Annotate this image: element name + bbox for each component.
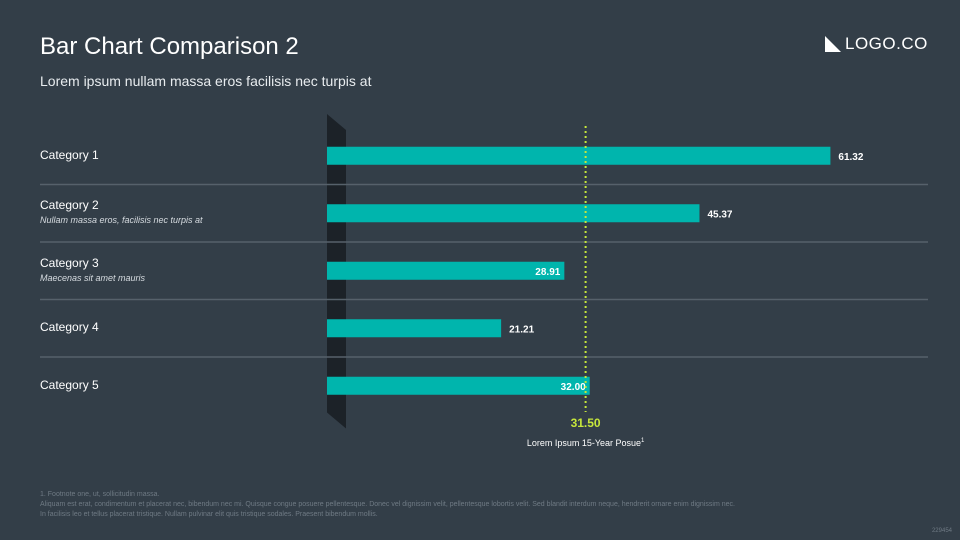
category-label: Category 2 Nullam massa eros, facilisis n… (40, 198, 203, 225)
page-subtitle: Lorem ipsum nullam massa eros facilisis … (40, 73, 372, 89)
bar-value-label: 61.32 (838, 152, 863, 163)
category-label: Category 1 (40, 148, 99, 162)
category-description: Nullam massa eros, facilisis nec turpis … (40, 215, 203, 226)
logo: LOGO.CO (824, 34, 928, 54)
page-number: 229454 (931, 528, 952, 534)
bar (327, 319, 502, 338)
footnote: 1. Footnote one, ut, sollicitudin massa.… (40, 490, 920, 520)
category-name: Category 4 (40, 320, 99, 335)
reference-footnote-marker: 1 (641, 438, 645, 444)
bar-value-label: 32.00 (561, 382, 586, 393)
category-description: Maecenas sit amet mauris (40, 272, 146, 283)
category-name: Category 5 (40, 377, 99, 392)
footnote-line-2: Aliquam est erat, condimentum et placera… (40, 501, 735, 508)
category-label: Category 5 (40, 378, 99, 392)
category-label: Category 4 (40, 320, 99, 334)
reference-value-label: 31.50 (571, 416, 601, 430)
bar (327, 204, 700, 223)
bar (327, 376, 590, 395)
page-title: Bar Chart Comparison 2 (40, 33, 299, 60)
category-name: Category 3 (40, 255, 99, 270)
bar-value-label: 28.91 (535, 267, 560, 278)
bar-value-label: 21.21 (509, 324, 534, 335)
footnote-line-1: 1. Footnote one, ut, sollicitudin massa. (40, 491, 160, 498)
footnote-line-3: In facilisis leo et tellus placerat tris… (40, 511, 378, 518)
bar-value-label: 45.37 (707, 209, 732, 220)
category-name: Category 2 (40, 198, 99, 213)
category-name: Category 1 (40, 147, 99, 162)
bar (327, 261, 565, 280)
reference-label: Lorem Ipsum 15-Year Posue1 (527, 438, 645, 448)
bar (327, 146, 831, 165)
logo-text: LOGO.CO (845, 34, 928, 53)
logo-icon (825, 36, 841, 52)
category-label: Category 3 Maecenas sit amet mauris (40, 256, 145, 283)
